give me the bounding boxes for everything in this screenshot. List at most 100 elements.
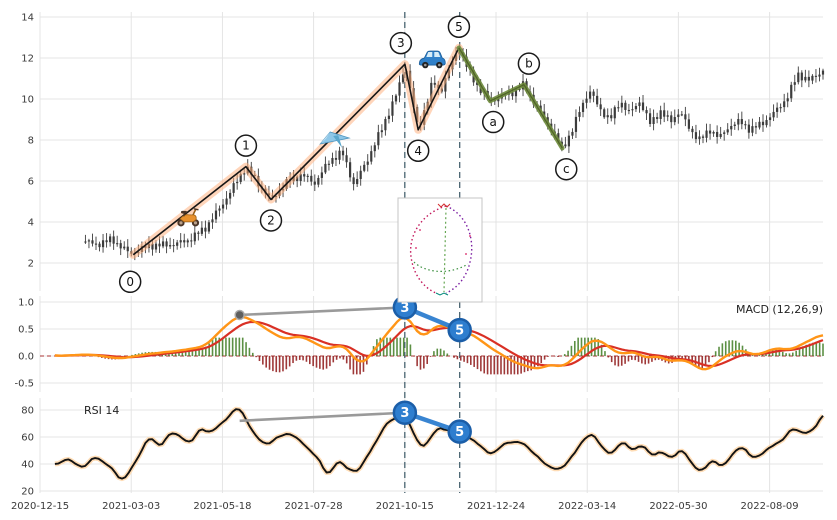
- candle-body: [740, 119, 743, 125]
- macd-hist-bar: [275, 356, 278, 373]
- macd-hist-bar: [443, 350, 445, 356]
- macd-hist-bar: [808, 343, 811, 356]
- macd-hist-bar: [409, 344, 412, 356]
- macd-hist-bar: [527, 356, 529, 372]
- candle-body: [338, 150, 341, 160]
- macd-hist-bar: [543, 356, 546, 360]
- candle-body: [620, 102, 623, 108]
- rsi-divergence-line[interactable]: [239, 411, 405, 423]
- macd-hist-bar: [651, 356, 653, 362]
- rsi-tick-label: 60: [21, 433, 34, 444]
- svg-text:a: a: [490, 115, 497, 129]
- macd-hist-bar: [228, 337, 231, 356]
- wave-label-2[interactable]: 2: [259, 209, 283, 232]
- corrective-wave-line[interactable]: [456, 45, 565, 151]
- macd-hist-bar: [637, 356, 640, 362]
- car-icon[interactable]: [418, 50, 446, 69]
- candle-body: [296, 176, 299, 182]
- candle-body: [119, 243, 122, 249]
- candle-body: [723, 132, 726, 134]
- wave-label-b[interactable]: b: [517, 52, 541, 75]
- macd-hist-bar: [218, 337, 221, 356]
- macd-hist-bar: [225, 337, 227, 356]
- wave-label-5[interactable]: 5: [447, 15, 471, 38]
- impulse-wave-line[interactable]: [132, 47, 460, 256]
- macd-hist-bar: [339, 356, 341, 359]
- candle-body: [214, 210, 218, 220]
- airplane-icon[interactable]: [319, 131, 351, 148]
- x-tick-label: 2022-08-09: [741, 501, 799, 512]
- rsi-marker-3[interactable]: 3: [392, 400, 418, 425]
- candle-body: [511, 92, 514, 97]
- price-tick-label: 2: [28, 259, 34, 270]
- macd-hist-bar: [496, 356, 499, 375]
- macd-hist-bar: [312, 356, 314, 367]
- macd-hist-bar: [406, 337, 408, 356]
- macd-hist-bar: [815, 341, 818, 356]
- wave-label-a[interactable]: a: [481, 110, 505, 134]
- macd-hist-bar: [671, 356, 673, 363]
- inset-pattern-thumbnail[interactable]: [397, 197, 483, 303]
- macd-hist-bar: [610, 356, 613, 363]
- macd-hist-bar: [178, 351, 180, 356]
- macd-marker-5[interactable]: 5: [447, 317, 472, 343]
- macd-divergence-line[interactable]: [239, 306, 405, 317]
- candle-body: [610, 115, 613, 119]
- wave-label-c[interactable]: c: [555, 157, 578, 181]
- candle-body: [656, 117, 659, 119]
- macd-hist-bar: [131, 354, 133, 356]
- candle-body: [359, 170, 362, 179]
- macd-hist-bar: [456, 356, 459, 360]
- candlestick-series: [84, 46, 825, 261]
- svg-text:3: 3: [397, 36, 405, 50]
- macd-hist-bar: [335, 356, 338, 360]
- rsi-marker-5[interactable]: 5: [447, 419, 472, 444]
- candle-body: [183, 240, 186, 243]
- macd-hist-bar: [493, 356, 496, 375]
- macd-hist-bar: [570, 345, 573, 356]
- macd-tick-label: 0.5: [18, 325, 34, 336]
- macd-hist-bar: [211, 339, 214, 356]
- macd-divergence-anchor-dot[interactable]: [234, 309, 245, 321]
- macd-hist-bar: [577, 337, 579, 356]
- candle-body: [790, 84, 793, 99]
- candle-body: [719, 133, 722, 137]
- price-tick-label: 4: [28, 218, 34, 229]
- wave-label-3[interactable]: 3: [389, 31, 413, 55]
- macd-hist-bar: [349, 356, 351, 370]
- wave-label-0[interactable]: 0: [118, 270, 142, 294]
- candle-body: [401, 74, 405, 83]
- macd-hist-bar: [221, 337, 224, 356]
- scooter-icon[interactable]: [177, 208, 200, 227]
- candle-body: [391, 101, 394, 116]
- candle-body: [236, 181, 239, 184]
- candle-body: [303, 174, 306, 177]
- x-tick-label: 2022-05-30: [649, 501, 707, 512]
- price-tick-label: 8: [28, 136, 34, 147]
- macd-hist-bar: [382, 337, 385, 356]
- macd-tick-label: 0.0: [18, 352, 34, 363]
- rsi-tick-label: 40: [21, 460, 34, 471]
- macd-hist-bar: [473, 356, 475, 367]
- candle-body: [670, 115, 673, 123]
- macd-hist-bar: [513, 356, 516, 375]
- macd-hist-bar: [208, 343, 210, 356]
- macd-hist-bar: [325, 356, 328, 369]
- candle-body: [716, 131, 719, 137]
- macd-hist-bar: [201, 349, 204, 356]
- candle-body: [398, 82, 401, 96]
- candle-body: [765, 120, 768, 126]
- macd-hist-bar: [553, 356, 556, 357]
- wave-label-1[interactable]: 1: [234, 134, 258, 157]
- candle-body: [807, 76, 810, 81]
- candle-body: [793, 82, 796, 85]
- candle-body: [169, 245, 172, 247]
- macd-hist-bar: [788, 353, 791, 356]
- macd-hist-bar: [265, 356, 267, 368]
- macd-hist-bar: [412, 356, 415, 357]
- candle-body: [172, 245, 175, 247]
- wave-label-4[interactable]: 4: [406, 139, 430, 162]
- svg-text:b: b: [525, 57, 533, 71]
- macd-hist-bar: [389, 337, 392, 356]
